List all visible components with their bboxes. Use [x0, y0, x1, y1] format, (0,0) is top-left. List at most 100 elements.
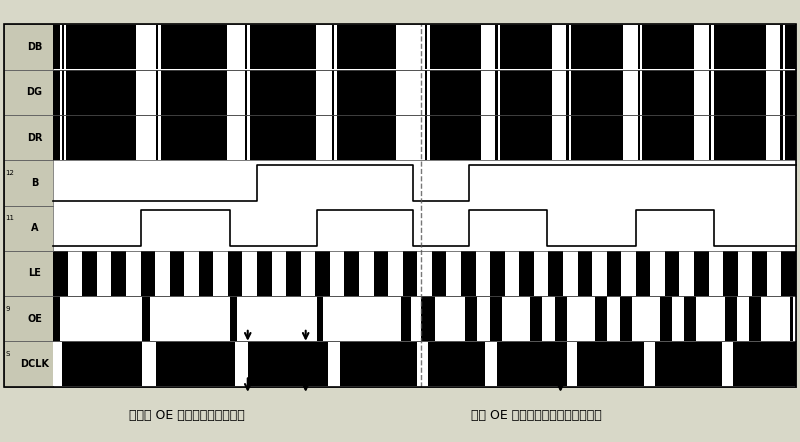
Bar — [53, 160, 796, 206]
Bar — [466, 297, 478, 341]
Bar — [315, 251, 330, 296]
Bar — [82, 251, 97, 296]
Bar — [780, 115, 782, 160]
Bar — [530, 297, 542, 341]
Bar — [136, 25, 141, 69]
Bar — [374, 251, 388, 296]
Bar — [237, 297, 243, 341]
Bar — [411, 297, 421, 341]
Bar — [53, 25, 60, 69]
Bar — [579, 297, 595, 341]
Bar — [401, 25, 417, 69]
Bar — [592, 251, 606, 296]
Text: 极小 OE 脉宽，无法被驱动芯片表现: 极小 OE 脉宽，无法被驱动芯片表现 — [470, 409, 602, 422]
Bar — [4, 24, 796, 69]
Bar — [711, 25, 714, 69]
Bar — [334, 115, 337, 160]
Bar — [312, 70, 316, 114]
Bar — [247, 115, 250, 160]
Bar — [66, 70, 131, 114]
Bar — [627, 70, 638, 114]
Bar — [4, 341, 796, 387]
Bar — [62, 25, 64, 69]
Bar — [502, 297, 514, 341]
Bar — [761, 115, 766, 160]
Bar — [498, 115, 501, 160]
Bar — [432, 251, 446, 296]
Bar — [490, 251, 505, 296]
Bar — [161, 25, 222, 69]
Bar — [227, 115, 231, 160]
Bar — [248, 342, 328, 386]
Bar — [136, 115, 141, 160]
Bar — [4, 206, 796, 251]
Bar — [490, 297, 502, 341]
Bar — [131, 115, 136, 160]
Bar — [4, 115, 53, 160]
Bar — [4, 160, 53, 206]
Bar — [136, 70, 141, 114]
Bar — [250, 70, 312, 114]
Bar — [392, 70, 397, 114]
Bar — [497, 342, 567, 386]
Bar — [477, 70, 481, 114]
Bar — [402, 251, 418, 296]
Bar — [785, 115, 796, 160]
Bar — [566, 70, 569, 114]
Bar — [477, 115, 481, 160]
Bar — [694, 115, 698, 160]
Bar — [227, 25, 231, 69]
Bar — [542, 297, 554, 341]
Bar — [68, 251, 82, 296]
Bar — [158, 115, 161, 160]
Bar — [782, 25, 785, 69]
Bar — [401, 297, 411, 341]
Bar — [4, 296, 796, 341]
Bar — [66, 25, 131, 69]
Bar — [766, 115, 770, 160]
Bar — [571, 25, 618, 69]
Bar — [53, 25, 796, 69]
Bar — [334, 25, 337, 69]
Bar — [301, 251, 315, 296]
Bar — [638, 70, 640, 114]
Bar — [638, 115, 640, 160]
Bar — [640, 25, 642, 69]
Bar — [569, 115, 571, 160]
Bar — [556, 115, 566, 160]
Bar — [737, 297, 750, 341]
Bar — [359, 251, 374, 296]
Bar — [111, 251, 126, 296]
Bar — [556, 70, 566, 114]
Bar — [698, 25, 709, 69]
Bar — [679, 251, 694, 296]
Bar — [198, 251, 214, 296]
Bar — [566, 115, 569, 160]
Bar — [418, 251, 432, 296]
Bar — [698, 115, 709, 160]
Bar — [425, 25, 427, 69]
Bar — [766, 70, 770, 114]
Bar — [142, 297, 150, 341]
Text: LE: LE — [28, 268, 41, 278]
Bar — [60, 297, 66, 341]
Bar — [619, 297, 632, 341]
Bar — [761, 25, 766, 69]
Bar — [567, 342, 577, 386]
Bar — [644, 297, 660, 341]
Bar — [711, 70, 714, 114]
Bar — [498, 70, 501, 114]
Bar — [401, 70, 417, 114]
Bar — [690, 115, 694, 160]
Bar — [481, 115, 486, 160]
Bar — [156, 70, 158, 114]
Bar — [578, 251, 592, 296]
Bar — [161, 115, 222, 160]
Bar — [761, 70, 766, 114]
Bar — [157, 297, 230, 341]
Bar — [392, 25, 397, 69]
Bar — [623, 25, 627, 69]
Bar — [421, 297, 435, 341]
Bar — [627, 115, 638, 160]
Bar — [752, 251, 767, 296]
